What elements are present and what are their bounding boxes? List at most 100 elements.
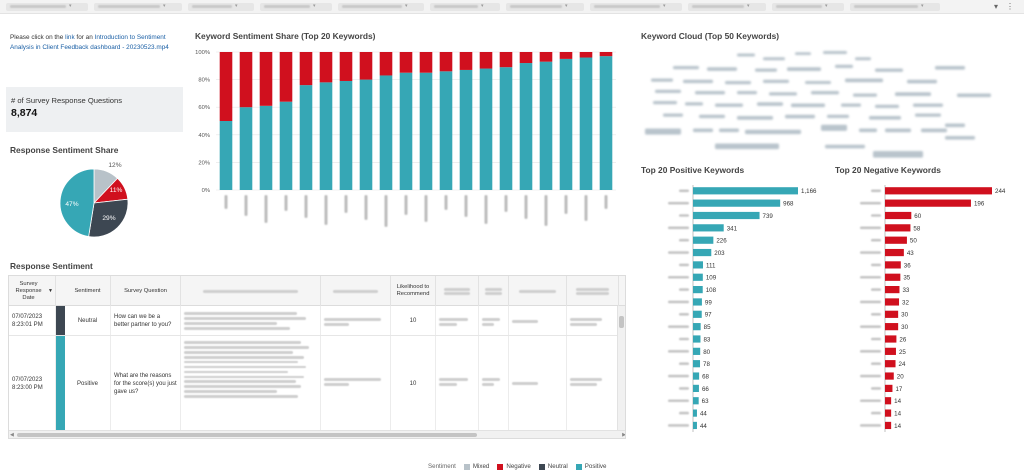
chevron-down-icon[interactable]: ▾ xyxy=(747,3,750,9)
filter-chip[interactable]: ▾ xyxy=(506,2,584,11)
bar-negative[interactable] xyxy=(439,52,453,72)
cloud-word-blurred[interactable] xyxy=(841,103,861,107)
cloud-word-blurred[interactable] xyxy=(763,79,789,83)
chevron-down-icon[interactable]: ▾ xyxy=(235,3,238,9)
bar-negative[interactable] xyxy=(259,52,273,106)
bar-negative[interactable] xyxy=(479,52,493,69)
bar[interactable] xyxy=(693,286,703,294)
cloud-word-blurred[interactable] xyxy=(725,81,751,85)
cloud-word-blurred[interactable] xyxy=(791,103,825,108)
filter-chip[interactable]: ▾ xyxy=(688,2,766,11)
legend-item-mixed[interactable]: Mixed xyxy=(463,463,489,470)
bar-positive[interactable] xyxy=(339,80,353,190)
bar[interactable] xyxy=(693,397,699,405)
bar[interactable] xyxy=(885,199,971,207)
bar[interactable] xyxy=(693,360,701,368)
cloud-word-blurred[interactable] xyxy=(855,57,871,61)
horizontal-scroll-thumb[interactable] xyxy=(17,433,477,437)
table-row[interactable]: 07/07/2023 8:23:01 PM Neutral How can we… xyxy=(9,306,619,336)
bar[interactable] xyxy=(885,248,904,257)
filter-chip[interactable]: ▾ xyxy=(590,2,682,11)
cloud-word-blurred[interactable] xyxy=(935,66,965,70)
cloud-word-blurred[interactable] xyxy=(921,128,947,133)
negative-bar-chart[interactable]: 244 196 60 58 50 43 36 35 33 32 30 30 26 25 24 20 17 14 14… xyxy=(832,183,1022,435)
bar-positive[interactable] xyxy=(439,71,453,190)
chevron-down-icon[interactable]: ▾ xyxy=(405,3,408,9)
bar-positive[interactable] xyxy=(499,67,513,190)
pie-slice-neutral[interactable] xyxy=(88,198,129,238)
chevron-down-icon[interactable]: ▾ xyxy=(565,3,568,9)
cloud-word-blurred[interactable] xyxy=(915,113,941,117)
bar-positive[interactable] xyxy=(399,72,413,190)
stacked-bar-chart[interactable]: 0% 20% 40% 60% 80% 100% xyxy=(192,46,622,251)
chevron-down-icon[interactable]: ▾ xyxy=(921,3,924,9)
bar-negative[interactable] xyxy=(279,52,293,102)
pin-icon[interactable]: ▾ xyxy=(993,2,998,11)
cloud-word-blurred[interactable] xyxy=(811,91,839,95)
bar-negative[interactable] xyxy=(239,52,253,108)
col-likelihood-header[interactable]: Likelihood to Recommend xyxy=(391,276,436,306)
cloud-word-blurred[interactable] xyxy=(913,103,943,107)
cloud-word-blurred[interactable] xyxy=(663,113,683,117)
cloud-word-blurred[interactable] xyxy=(945,123,965,128)
bar-negative[interactable] xyxy=(499,52,513,68)
chevron-down-icon[interactable]: ▾ xyxy=(663,3,666,9)
cloud-word-blurred[interactable] xyxy=(859,128,877,133)
col-sentiment-header[interactable]: Sentiment xyxy=(65,276,111,306)
chevron-down-icon[interactable]: ▾ xyxy=(313,3,316,9)
cloud-word-blurred[interactable] xyxy=(707,67,737,71)
bar-negative[interactable] xyxy=(539,52,553,62)
filter-chip[interactable]: ▾ xyxy=(772,2,844,11)
cloud-word-blurred[interactable] xyxy=(885,128,911,133)
scroll-left-icon[interactable]: ◀ xyxy=(10,432,14,438)
bar[interactable] xyxy=(693,421,697,430)
cloud-word-blurred[interactable] xyxy=(737,116,773,120)
cloud-word-blurred[interactable] xyxy=(825,144,865,149)
bar[interactable] xyxy=(693,409,697,417)
col-extra4-header[interactable] xyxy=(567,276,619,306)
pie-chart[interactable]: 12% 11% 29% 47% xyxy=(40,155,160,255)
cloud-word-blurred[interactable] xyxy=(693,128,713,133)
bar[interactable] xyxy=(885,310,899,318)
bar[interactable] xyxy=(693,248,712,257)
cloud-word-blurred[interactable] xyxy=(869,116,901,120)
cloud-word-blurred[interactable] xyxy=(875,104,899,108)
bar[interactable] xyxy=(885,409,892,417)
bar[interactable] xyxy=(693,372,700,380)
bar[interactable] xyxy=(693,323,701,331)
chevron-down-icon[interactable]: ▾ xyxy=(163,3,166,9)
cloud-word-blurred[interactable] xyxy=(683,79,713,84)
col-extra2-header[interactable] xyxy=(479,276,509,306)
filter-chip[interactable]: ▾ xyxy=(430,2,500,11)
cloud-word-blurred[interactable] xyxy=(653,101,677,105)
bar-negative[interactable] xyxy=(319,52,333,83)
filter-chip[interactable]: ▾ xyxy=(6,2,88,11)
cloud-word-blurred[interactable] xyxy=(673,66,699,70)
cloud-word-blurred[interactable] xyxy=(873,151,923,158)
bar-negative[interactable] xyxy=(339,52,353,81)
video-title-link[interactable]: Introduction to Sentiment Analysis in Cl… xyxy=(10,34,169,51)
bar-positive[interactable] xyxy=(419,72,433,190)
bar[interactable] xyxy=(693,224,724,232)
cloud-word-blurred[interactable] xyxy=(763,57,785,61)
cloud-word-blurred[interactable] xyxy=(645,128,681,135)
cloud-word-blurred[interactable] xyxy=(785,114,815,119)
filter-chip[interactable]: ▾ xyxy=(94,2,182,11)
legend-item-negative[interactable]: Negative xyxy=(497,463,531,470)
pie-slice-positive[interactable] xyxy=(59,168,95,238)
bar-positive[interactable] xyxy=(559,58,573,191)
cloud-word-blurred[interactable] xyxy=(685,102,703,106)
cloud-word-blurred[interactable] xyxy=(745,129,801,135)
col-response-header[interactable] xyxy=(181,276,321,306)
bar[interactable] xyxy=(885,323,899,331)
bar-positive[interactable] xyxy=(299,85,313,190)
bar-positive[interactable] xyxy=(279,101,293,190)
filter-chip[interactable]: ▾ xyxy=(338,2,424,11)
bar-positive[interactable] xyxy=(539,61,553,190)
col-link-header[interactable] xyxy=(321,276,391,306)
bar[interactable] xyxy=(885,421,892,430)
cloud-word-blurred[interactable] xyxy=(805,81,831,84)
bar-negative[interactable] xyxy=(459,52,473,70)
bar[interactable] xyxy=(885,372,894,380)
